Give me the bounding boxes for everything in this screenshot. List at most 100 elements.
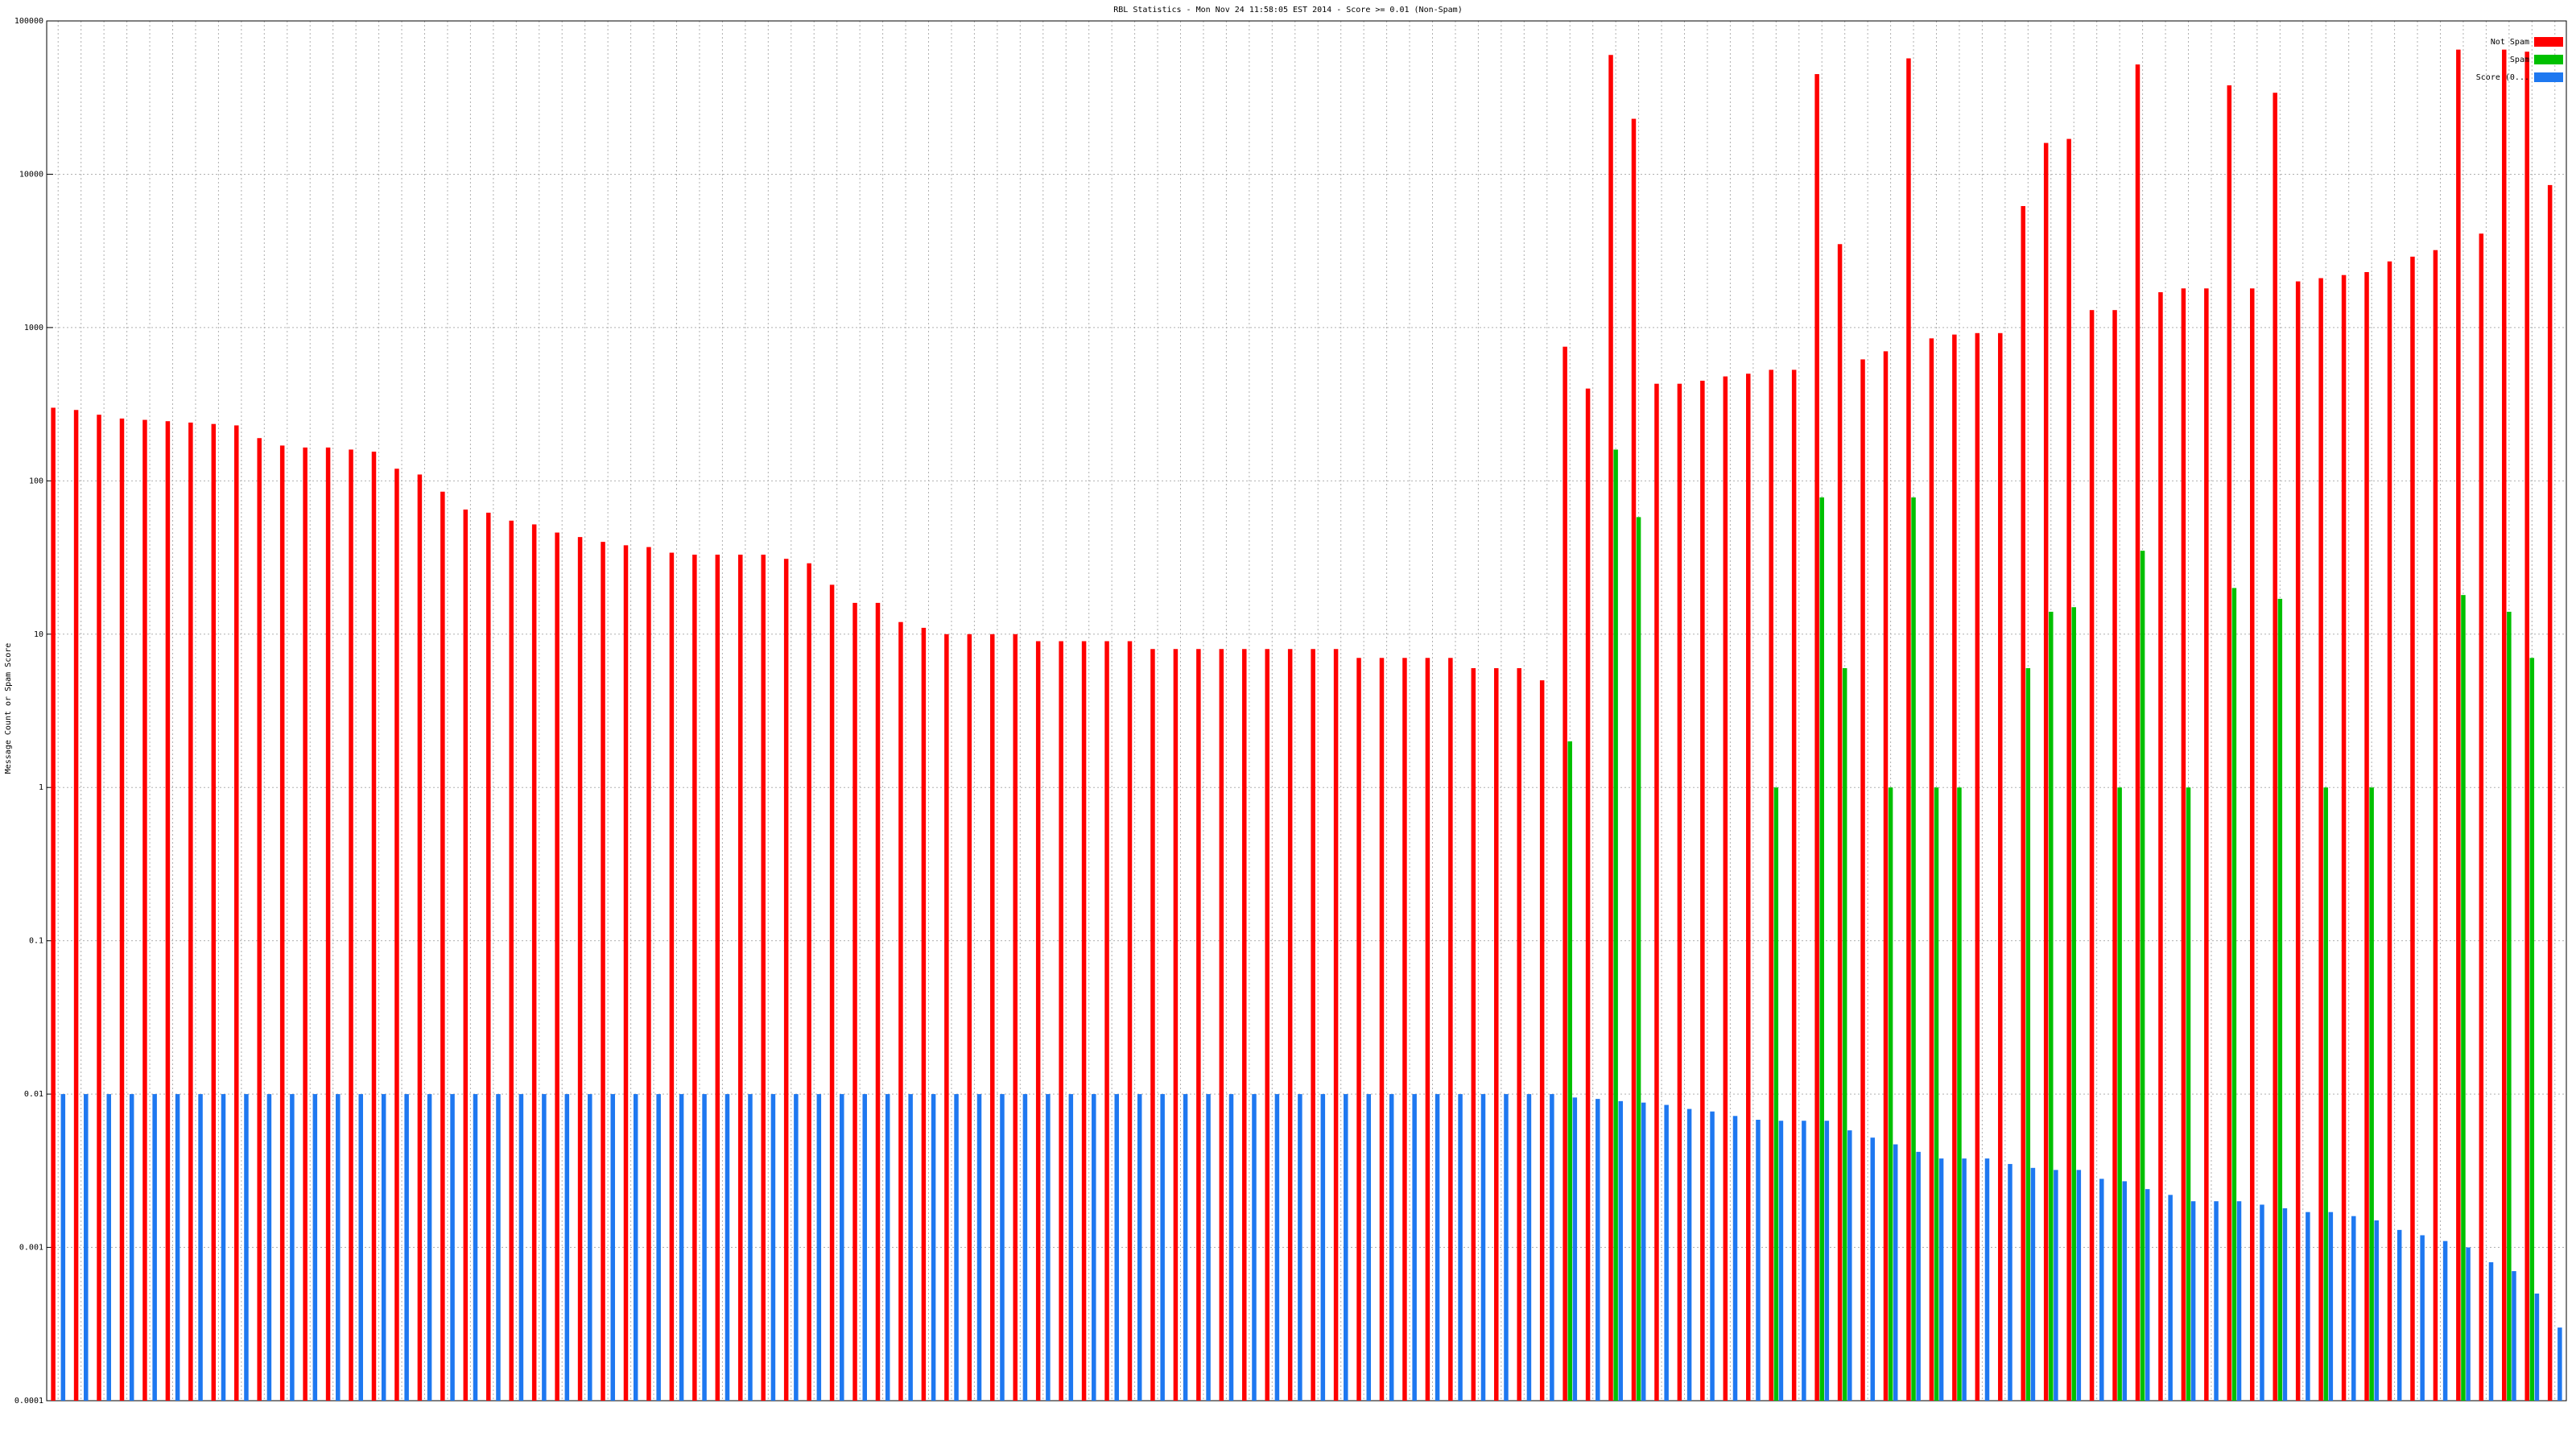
bar (2507, 611, 2512, 1401)
bar (1732, 1116, 1738, 1401)
bar (1984, 1158, 1990, 1401)
bar (1883, 351, 1889, 1401)
bar (2099, 1179, 2104, 1401)
bar (2277, 598, 2283, 1401)
bar (2117, 787, 2122, 1401)
bar (555, 532, 559, 1401)
bar (931, 1094, 936, 1401)
bar (244, 1094, 249, 1401)
bar (738, 555, 743, 1401)
bar (610, 1094, 615, 1401)
bar (748, 1094, 753, 1401)
bar (1471, 668, 1476, 1401)
bar (450, 1094, 455, 1401)
bar (794, 1094, 799, 1401)
bar (2158, 292, 2163, 1401)
bar (358, 1094, 363, 1401)
bar (1356, 658, 1361, 1401)
bar (783, 559, 789, 1401)
bar (2524, 52, 2529, 1401)
bar (1664, 1104, 1669, 1401)
bar (404, 1094, 409, 1401)
bar (1412, 1094, 1417, 1401)
bar (1320, 1094, 1326, 1401)
bar (2512, 1271, 2516, 1401)
bar (2089, 310, 2095, 1402)
bar (1448, 658, 1453, 1401)
bar (1494, 668, 1499, 1401)
bar (1723, 376, 1728, 1401)
bar (807, 563, 811, 1401)
bar (336, 1094, 341, 1401)
bar (633, 1094, 638, 1401)
bar (542, 1094, 547, 1401)
bar (1092, 1094, 1096, 1401)
bar (2466, 1247, 2471, 1401)
bar (1700, 380, 1705, 1402)
bar (1000, 1094, 1005, 1401)
bar (257, 438, 262, 1401)
legend-swatch (2534, 72, 2563, 82)
bar (2364, 271, 2369, 1402)
bar (1480, 1094, 1486, 1401)
bar (1938, 1158, 1944, 1401)
bar (1298, 1094, 1302, 1401)
bar (2236, 1201, 2242, 1401)
bar (2318, 278, 2323, 1401)
bar (2461, 595, 2466, 1401)
bar (2306, 1212, 2310, 1401)
bar (1173, 649, 1179, 1401)
bar (1608, 55, 1613, 1401)
bar (898, 621, 903, 1401)
bar (2204, 288, 2209, 1401)
bar (577, 537, 583, 1401)
bar (1893, 1144, 1898, 1401)
bar (1773, 787, 1779, 1401)
bar (1252, 1094, 1257, 1401)
bar (1631, 118, 1637, 1401)
bar (715, 555, 720, 1401)
bar (1814, 74, 1819, 1402)
bar (2186, 787, 2191, 1401)
bar (518, 1094, 524, 1401)
bar (1906, 58, 1911, 1401)
bar (312, 1094, 318, 1401)
bar (1127, 641, 1133, 1401)
bar (1916, 1151, 1921, 1401)
bar (1219, 649, 1224, 1401)
bar (646, 547, 651, 1401)
bar (1137, 1094, 1142, 1401)
bar (2021, 205, 2025, 1401)
bar (473, 1094, 478, 1401)
bar (1504, 1094, 1509, 1401)
bar (2273, 93, 2277, 1401)
y-tick-label: 0.01 (24, 1090, 43, 1099)
bar (1756, 1120, 1761, 1401)
legend-label: Score (0... (2476, 73, 2529, 82)
bar (2456, 49, 2461, 1401)
bar (531, 524, 537, 1401)
y-axis-label: Message Count or Spam Score (4, 643, 13, 774)
bar (1769, 369, 1773, 1401)
bar (1435, 1094, 1440, 1401)
bar (1563, 346, 1567, 1402)
bar (2231, 588, 2237, 1401)
bar (211, 423, 217, 1401)
bar (908, 1094, 913, 1401)
bar (2043, 142, 2049, 1401)
bar (2025, 668, 2031, 1401)
bar (1567, 741, 1572, 1401)
bar (1618, 1100, 1623, 1401)
bar (417, 474, 423, 1401)
bar (2122, 1181, 2127, 1401)
bar (1824, 1121, 1830, 1401)
bar (106, 1094, 111, 1401)
bar (885, 1094, 890, 1401)
bar (1791, 369, 1797, 1401)
bar (1888, 787, 1893, 1401)
bar (1596, 1099, 1600, 1401)
bar (2190, 1201, 2196, 1401)
bar (509, 520, 514, 1402)
bar (2534, 1293, 2540, 1401)
